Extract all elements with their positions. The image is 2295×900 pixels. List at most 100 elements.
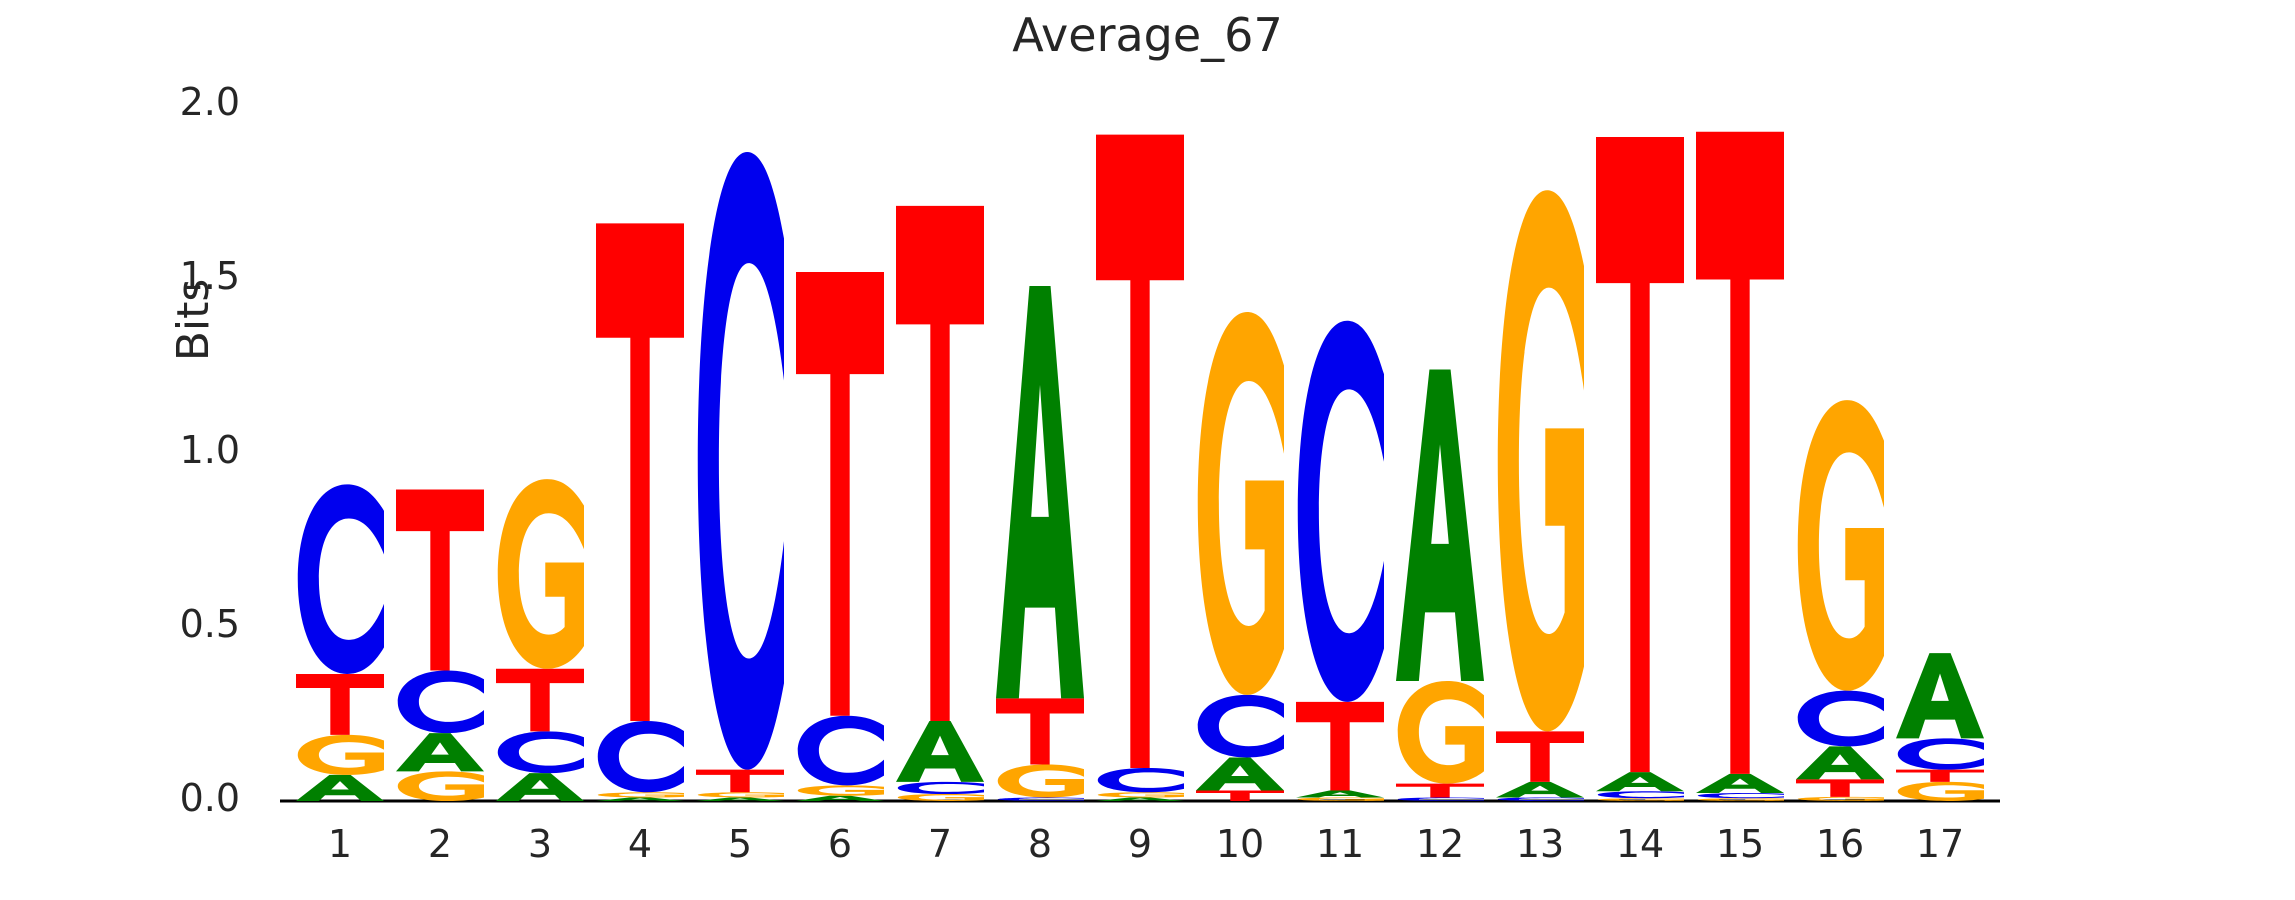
- glyph-G-icon: [1797, 400, 1884, 691]
- logo-stack[interactable]: [1796, 400, 1884, 801]
- logo-letter-G: [1497, 190, 1584, 732]
- logo-letter-A: [1896, 653, 1984, 739]
- logo-letter-T: [1696, 131, 1784, 774]
- logo-stack[interactable]: [1896, 653, 1984, 801]
- logo-stack[interactable]: [996, 285, 1084, 801]
- logo-letter-C: [1497, 797, 1584, 801]
- logo-stack[interactable]: [496, 479, 584, 801]
- glyph-C-icon: [1097, 767, 1184, 793]
- glyph-C-icon: [697, 151, 784, 770]
- logo-letter-A: [1496, 781, 1584, 798]
- logo-letter-G: [397, 771, 484, 801]
- logo-stack[interactable]: [1296, 320, 1384, 801]
- logo-letter-A: [296, 774, 384, 801]
- logo-letter-T: [1196, 790, 1284, 801]
- logo-letter-T: [1296, 701, 1384, 791]
- glyph-T-icon: [696, 769, 784, 793]
- logo-letter-T: [1796, 779, 1884, 797]
- logo-stack[interactable]: [596, 223, 684, 801]
- logo-letter-A: [396, 733, 484, 772]
- logo-letter-C: [497, 731, 584, 774]
- glyph-A-icon: [396, 733, 484, 772]
- logo-letter-G: [1897, 781, 1984, 801]
- glyph-T-icon: [1896, 769, 1984, 782]
- glyph-G-icon: [1497, 190, 1584, 732]
- y-tick-label: 0.5: [179, 602, 240, 646]
- glyph-G-icon: [1097, 792, 1184, 798]
- glyph-A-icon: [296, 774, 384, 801]
- glyph-C-icon: [297, 484, 384, 674]
- glyph-T-icon: [1796, 779, 1884, 797]
- logo-letter-C: [1097, 767, 1184, 793]
- x-tick-label: 10: [1215, 822, 1265, 866]
- logo-stack[interactable]: [1696, 131, 1784, 801]
- logo-stack[interactable]: [1496, 190, 1584, 801]
- y-tick-label: 0.0: [179, 776, 240, 820]
- glyph-T-icon: [1696, 131, 1784, 774]
- glyph-G-icon: [697, 792, 784, 798]
- glyph-A-icon: [796, 795, 884, 801]
- logo-letter-A: [696, 797, 784, 801]
- glyph-C-icon: [1797, 690, 1884, 747]
- glyph-G-icon: [1397, 680, 1484, 784]
- logo-letter-T: [296, 673, 384, 735]
- glyph-T-icon: [1196, 790, 1284, 801]
- logo-letter-T: [1596, 137, 1684, 773]
- glyph-A-icon: [1596, 772, 1684, 792]
- glyph-A-icon: [1196, 757, 1284, 791]
- x-tick-label: 7: [927, 822, 953, 866]
- glyph-A-icon: [896, 720, 984, 782]
- logo-letter-A: [1396, 369, 1484, 681]
- logo-stack[interactable]: [796, 272, 884, 801]
- glyph-T-icon: [996, 698, 1084, 765]
- logo-letter-G: [1097, 792, 1184, 798]
- logo-letter-A: [596, 797, 684, 801]
- logo-letter-A: [1196, 757, 1284, 791]
- logo-letter-T: [796, 272, 884, 716]
- logo-stack[interactable]: [396, 489, 484, 801]
- y-tick-label: 1.5: [179, 254, 240, 298]
- logo-letter-A: [896, 720, 984, 782]
- logo-stack[interactable]: [1096, 134, 1184, 801]
- x-tick-label: 4: [627, 822, 653, 866]
- x-tick-label: 11: [1315, 822, 1365, 866]
- logo-letter-C: [997, 797, 1084, 801]
- x-tick-label: 15: [1715, 822, 1765, 866]
- logo-letter-G: [497, 479, 584, 669]
- glyph-C-icon: [797, 715, 884, 786]
- logo-letter-C: [1797, 690, 1884, 747]
- logo-letter-G: [697, 792, 784, 798]
- glyph-C-icon: [1697, 792, 1784, 799]
- glyph-C-icon: [597, 720, 684, 793]
- glyph-T-icon: [896, 205, 984, 721]
- glyph-A-icon: [1696, 773, 1784, 793]
- logo-letter-C: [597, 720, 684, 793]
- x-tick-label: 1: [327, 822, 353, 866]
- logo-stack[interactable]: [1196, 312, 1284, 801]
- logo-letter-T: [1096, 134, 1184, 768]
- logo-stack[interactable]: [1596, 137, 1684, 801]
- logo-letter-T: [596, 223, 684, 721]
- logo-letter-A: [1796, 746, 1884, 780]
- glyph-C-icon: [397, 670, 484, 734]
- glyph-C-icon: [1197, 694, 1284, 758]
- logo-stack[interactable]: [896, 205, 984, 801]
- logo-letter-G: [1797, 400, 1884, 691]
- glyph-A-icon: [996, 285, 1084, 699]
- logo-stack[interactable]: [696, 151, 784, 801]
- logo-letter-C: [397, 670, 484, 734]
- glyph-G-icon: [297, 734, 384, 775]
- logo-stack[interactable]: [296, 484, 384, 801]
- y-tick-label: 1.0: [179, 428, 240, 472]
- logo-letter-G: [597, 792, 684, 798]
- glyph-T-icon: [1496, 731, 1584, 782]
- glyph-C-icon: [1897, 738, 1984, 770]
- logo-letter-T: [696, 769, 784, 793]
- glyph-T-icon: [1396, 783, 1484, 798]
- glyph-A-icon: [696, 797, 784, 801]
- logo-stack[interactable]: [1396, 369, 1484, 801]
- logo-letter-G: [1297, 797, 1384, 801]
- logo-letter-A: [996, 285, 1084, 699]
- glyph-G-icon: [997, 764, 1084, 798]
- logo-letter-G: [1597, 798, 1684, 801]
